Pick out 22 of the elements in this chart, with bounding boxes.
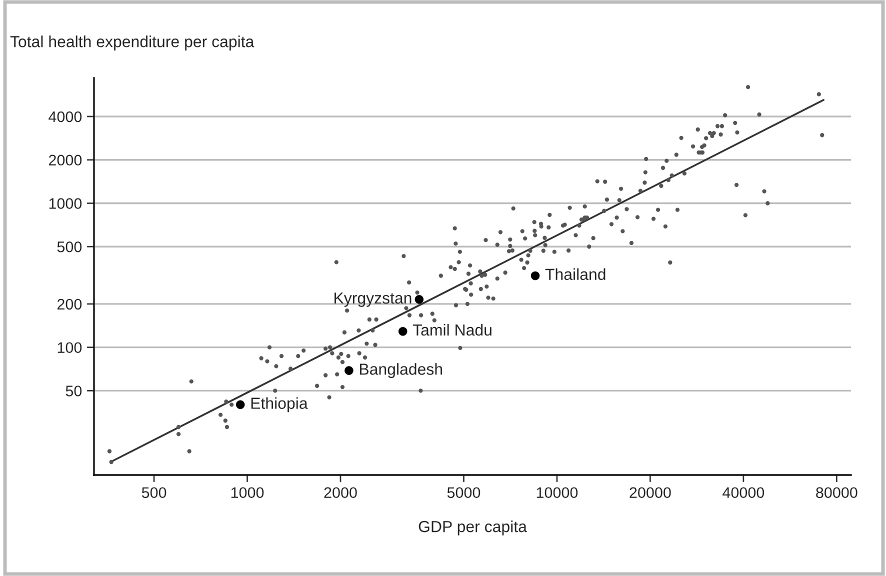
annotation: Thailand	[545, 268, 606, 280]
x-tick-label: 80000	[816, 487, 858, 498]
y-tick-label: 50	[66, 386, 82, 396]
y-axis-title: Total health expenditure per capita	[10, 36, 254, 50]
annotation: Ethiopia	[251, 397, 308, 412]
x-axis-title: GDP per capita	[418, 520, 527, 536]
y-tick-label: 2000	[48, 154, 82, 166]
x-tick-label: 500	[142, 487, 166, 498]
y-tick-label: 200	[57, 298, 82, 310]
x-tick-label: 10000	[536, 487, 578, 498]
y-tick-label: 1000	[49, 198, 82, 209]
x-tick-label: 2000	[324, 487, 357, 498]
x-tick-label: 1000	[231, 487, 264, 498]
y-tick-label: 500	[57, 241, 82, 252]
x-tick-label: 5000	[447, 487, 480, 498]
annotation: Tamil Nadu	[412, 324, 492, 336]
annotation: Bangladesh	[360, 363, 442, 378]
x-tick-label: 40000	[722, 487, 764, 498]
y-tick-label: 4000	[48, 111, 82, 122]
y-tick-label: 100	[58, 342, 82, 354]
annotation: Kyrgyzstan	[334, 292, 412, 307]
x-tick-label: 20000	[630, 487, 671, 498]
